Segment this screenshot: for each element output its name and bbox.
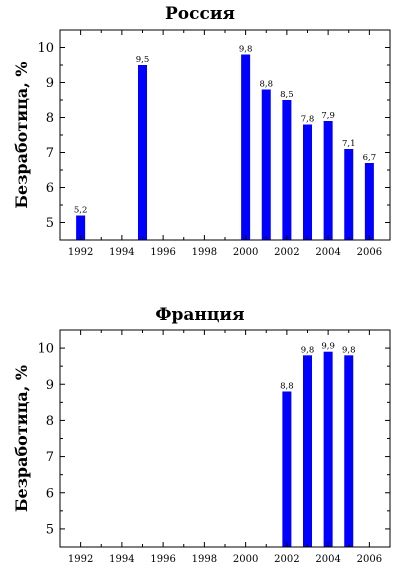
x-tick-label: 2004	[315, 554, 340, 565]
chart-plot-france: 8,8 9,8 9,9 9,8 1992 1994 1996 1998 2000 2002 2004…	[12, 329, 391, 565]
plot-frame	[59, 329, 391, 548]
x-tick-label: 2004	[315, 247, 340, 258]
y-tick-label: 8	[46, 111, 54, 126]
x-tick-label: 1994	[109, 554, 134, 565]
bar	[138, 65, 147, 240]
bar	[282, 100, 292, 240]
y-tick-label: 10	[37, 342, 54, 357]
data-label: 7,9	[321, 111, 335, 121]
data-label: 8,5	[280, 90, 294, 100]
data-label: 6,7	[363, 153, 377, 163]
x-tick-label: 2006	[357, 554, 382, 565]
data-label: 7,8	[301, 115, 315, 125]
chart-russia: Россия 5,2 9,5 9,8 8,8 8,5 7,8 7,9 7,1 6,7 1992 19…	[0, 0, 400, 280]
x-tick-label: 2000	[233, 247, 258, 258]
data-label: 9,8	[342, 345, 356, 355]
bar	[323, 351, 333, 547]
bar	[241, 54, 251, 240]
x-tick-label: 1994	[109, 247, 134, 258]
chart-title: Франция	[155, 305, 245, 325]
y-tick-label: 8	[46, 414, 54, 429]
bar	[76, 215, 86, 240]
bar	[364, 163, 374, 240]
x-tick-label: 2006	[357, 247, 382, 258]
data-label: 9,8	[239, 45, 253, 55]
bar	[282, 391, 292, 547]
x-tick-label: 1998	[192, 247, 217, 258]
data-label: 9,5	[136, 55, 150, 65]
x-tick-label: 2002	[274, 554, 299, 565]
bar	[303, 124, 312, 240]
data-label: 9,9	[321, 342, 335, 352]
chart-france: Франция 8,8 9,8 9,9 9,8 1992 1994 1996 1998 2000…	[0, 290, 400, 573]
y-tick-label: 7	[46, 450, 54, 465]
x-tick-label: 1992	[68, 247, 93, 258]
x-tick-label: 1992	[68, 554, 93, 565]
x-tick-label: 2002	[274, 247, 299, 258]
bar	[344, 149, 354, 240]
y-tick-label: 5	[46, 522, 54, 537]
x-tick-label: 1998	[192, 554, 217, 565]
bar	[344, 355, 354, 547]
data-label: 9,8	[301, 345, 315, 355]
plot-frame	[59, 29, 391, 241]
bar	[261, 89, 271, 240]
y-tick-label: 9	[46, 76, 54, 91]
data-label: 8,8	[280, 381, 294, 391]
data-label: 5,2	[74, 206, 88, 216]
x-tick-label: 1996	[150, 554, 175, 565]
data-label: 8,8	[259, 80, 273, 90]
y-tick-label: 10	[37, 41, 54, 56]
y-axis-label: Безработица, %	[12, 365, 31, 512]
bar	[303, 355, 312, 547]
y-tick-label: 5	[46, 216, 54, 231]
chart-title: Россия	[165, 4, 235, 24]
y-axis-label: Безработица, %	[12, 61, 31, 208]
x-tick-label: 1996	[150, 247, 175, 258]
y-tick-label: 6	[46, 486, 54, 501]
y-tick-label: 9	[46, 378, 54, 393]
y-tick-label: 6	[46, 181, 54, 196]
y-tick-label: 7	[46, 146, 54, 161]
chart-plot-russia: 5,2 9,5 9,8 8,8 8,5 7,8 7,9 7,1 6,7 1992 1994 1996 1…	[12, 29, 391, 258]
bar	[323, 121, 333, 240]
x-tick-label: 2000	[233, 554, 258, 565]
data-label: 7,1	[342, 139, 356, 149]
